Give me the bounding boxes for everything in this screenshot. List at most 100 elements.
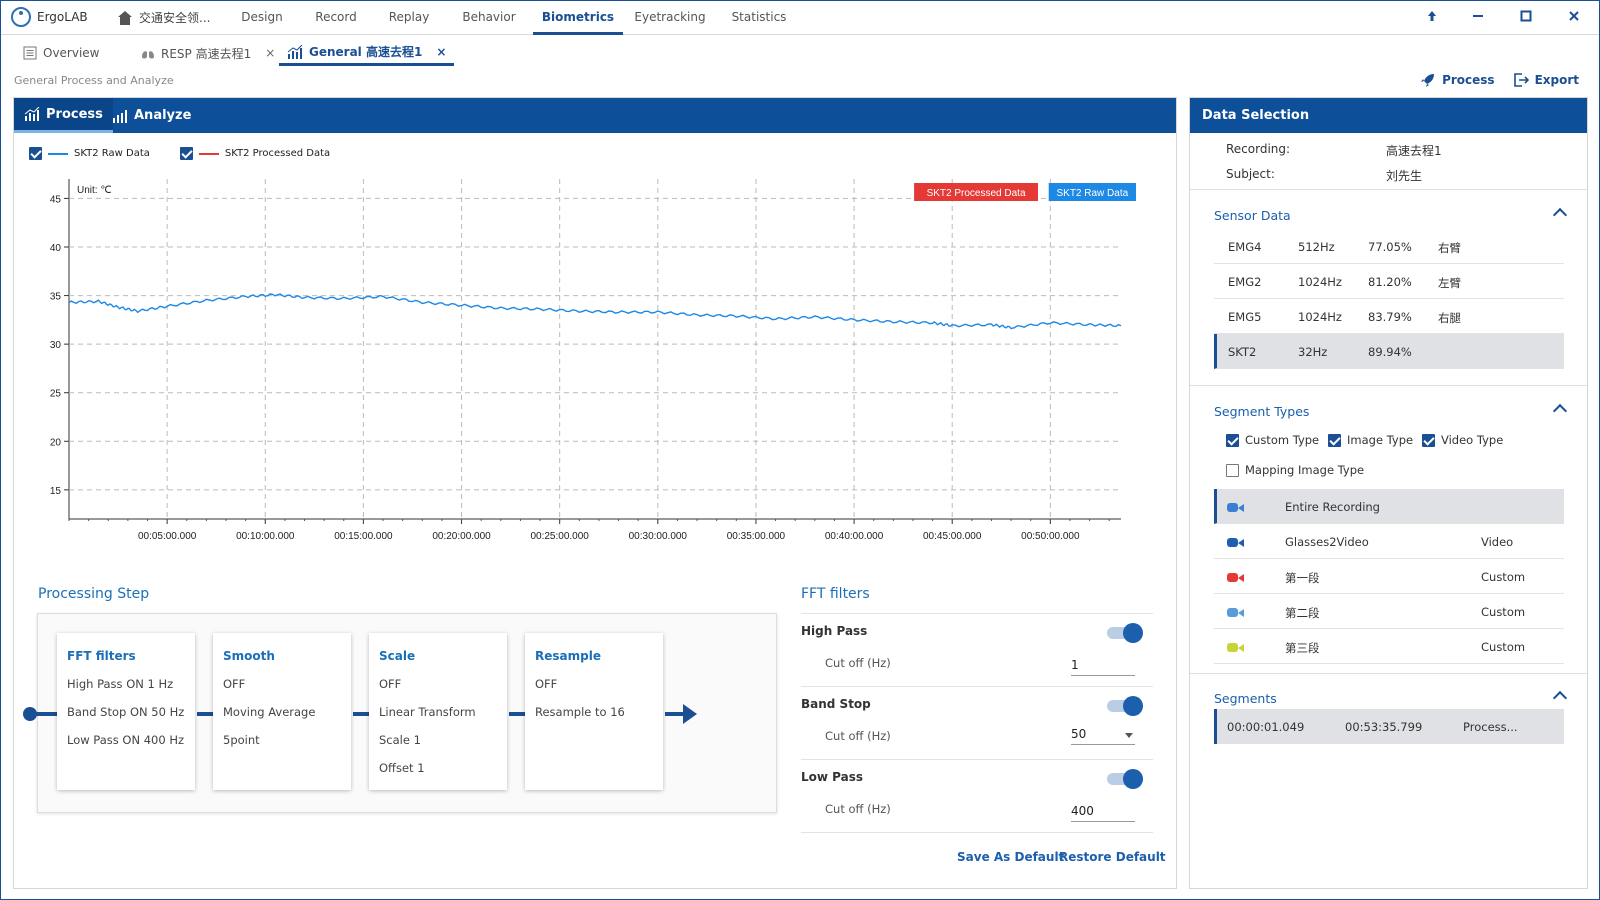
fft-filter-name: Low Pass [801,770,864,784]
segment-type-row[interactable]: Glasses2Video Video [1214,524,1564,559]
step-line: Low Pass ON 400 Hz [67,733,185,747]
segment-type-row[interactable]: Entire Recording [1214,489,1564,524]
tab-process-label: Process [46,106,103,122]
x-tick-label: 00:25:00.000 [530,531,589,542]
sensor-row-emg2[interactable]: EMG2 1024Hz 81.20% 左臂 [1214,264,1564,299]
sensor-rate: 1024Hz [1298,275,1342,289]
tab-process[interactable]: Process [14,98,113,133]
sensor-name: EMG5 [1228,310,1262,324]
checkbox[interactable] [1226,463,1239,477]
filter-image-type[interactable]: Image Type [1328,433,1413,447]
raw-data-tag-bg [1048,183,1136,201]
band-stop-toggle[interactable] [1107,696,1143,716]
low-pass-toggle[interactable] [1107,769,1143,789]
tab-overview[interactable]: Overview [15,40,108,66]
high-pass-toggle[interactable] [1107,623,1143,643]
sensor-location: 右腿 [1438,311,1461,325]
filter-mapping-image-type[interactable]: Mapping Image Type [1226,463,1364,477]
fft-band-stop-row: Band Stop Cut off (Hz) 50 [801,686,1153,759]
step-line: Band Stop ON 50 Hz [67,705,185,719]
step-line: Resample to 16 [535,705,625,719]
restore-default-button[interactable]: Restore Default [1059,850,1166,864]
nav-behavior[interactable]: Behavior [462,10,516,24]
legend-raw-checkbox[interactable] [29,147,42,160]
chevron-down-icon [1125,733,1133,738]
tab-analyze[interactable]: Analyze [102,98,201,133]
step-line: OFF [379,677,402,691]
step-scale[interactable]: Scale OFF Linear Transform Scale 1 Offse… [369,633,507,790]
sensor-row-emg5[interactable]: EMG5 1024Hz 83.79% 右腿 [1214,299,1564,334]
tab-close-icon[interactable]: × [265,46,276,60]
save-as-default-button[interactable]: Save As Default [957,850,1065,864]
data-selection-title: Data Selection [1190,98,1587,133]
chevron-up-icon[interactable] [1552,403,1568,419]
sensor-rate: 32Hz [1298,345,1328,359]
low-pass-cutoff-input[interactable]: 400 [1071,798,1135,822]
filter-video-type[interactable]: Video Type [1422,433,1503,447]
chevron-up-icon[interactable] [1552,207,1568,223]
chevron-up-icon[interactable] [1552,690,1568,706]
rocket-icon [1421,74,1435,87]
pipeline-connector [509,712,527,716]
nav-replay[interactable]: Replay [388,10,430,24]
legend-raw[interactable]: SKT2 Raw Data [29,147,150,160]
segment-type-row[interactable]: 第二段 Custom [1214,594,1564,629]
sensor-quality: 89.94% [1368,345,1412,359]
close-icon[interactable] [1565,9,1583,27]
main-panel-header: Process Analyze [14,98,1176,133]
sensor-rate: 1024Hz [1298,310,1342,324]
step-resample[interactable]: Resample OFF Resample to 16 [525,633,663,790]
legend-processed-checkbox[interactable] [179,147,193,160]
step-line: Moving Average [223,705,316,719]
checkbox[interactable] [1328,433,1341,447]
high-pass-cutoff-input[interactable]: 1 [1071,652,1135,676]
nav-eyetracking[interactable]: Eyetracking [634,10,706,24]
tab-resp[interactable]: RESP 高速去程1 × [133,40,283,66]
step-line: OFF [223,677,246,691]
filter-custom-type[interactable]: Custom Type [1226,433,1319,447]
step-smooth[interactable]: Smooth OFF Moving Average 5point [213,633,351,790]
checkbox[interactable] [1422,433,1435,447]
nav-biometrics[interactable]: Biometrics [533,1,623,35]
nav-statistics[interactable]: Statistics [731,10,787,24]
bar-chart-icon [24,107,40,121]
band-stop-cutoff-select[interactable]: 50 [1071,721,1135,745]
segment-type-row[interactable]: 第三段 Custom [1214,629,1564,664]
checkbox[interactable] [1226,433,1239,447]
ergolab-logo-icon [11,7,31,27]
sensor-row-emg4[interactable]: EMG4 512Hz 77.05% 右臂 [1214,229,1564,264]
minimize-icon[interactable] [1469,9,1487,27]
processing-step-title: Processing Step [38,586,150,602]
nav-record[interactable]: Record [315,10,357,24]
bar-chart-icon [113,109,127,123]
segment-type-kind: Custom [1481,640,1526,654]
filter-label: Video Type [1441,433,1504,447]
segment-status: Process... [1463,720,1518,734]
segment-types-title: Segment Types [1214,404,1310,419]
nav-design[interactable]: Design [241,10,283,24]
step-title: Scale [379,649,416,663]
export-button[interactable]: Export [1513,72,1579,88]
process-button[interactable]: Process [1420,72,1495,88]
project-selector[interactable]: 交通安全领... [117,9,210,26]
step-fft-filters[interactable]: FFT filters High Pass ON 1 Hz Band Stop … [57,633,195,790]
series-line-raw [68,293,1122,330]
up-arrow-icon[interactable] [1423,9,1441,27]
processed-data-tag-bg [914,183,1038,201]
segment-type-row[interactable]: 第一段 Custom [1214,559,1564,594]
fft-high-pass-row: High Pass Cut off (Hz) 1 [801,613,1153,686]
processed-data-tag: SKT2 Processed Data [927,188,1026,199]
sensor-quality: 83.79% [1368,310,1412,324]
segment-row[interactable]: 00:00:01.049 00:53:35.799 Process... [1214,709,1564,744]
sensor-location: 左臂 [1438,276,1461,290]
sensor-row-skt2[interactable]: SKT2 32Hz 89.94% [1214,334,1564,369]
step-title: FFT filters [67,649,136,663]
maximize-icon[interactable] [1517,9,1535,27]
filter-label: Custom Type [1245,433,1320,447]
tab-resp-label: RESP 高速去程1 [161,46,252,61]
legend-processed[interactable]: SKT2 Processed Data [179,147,330,160]
segment-type-name: 第一段 [1285,571,1320,585]
tab-general[interactable]: General 高速去程1 × [279,40,455,66]
tab-close-icon[interactable]: × [436,44,447,59]
